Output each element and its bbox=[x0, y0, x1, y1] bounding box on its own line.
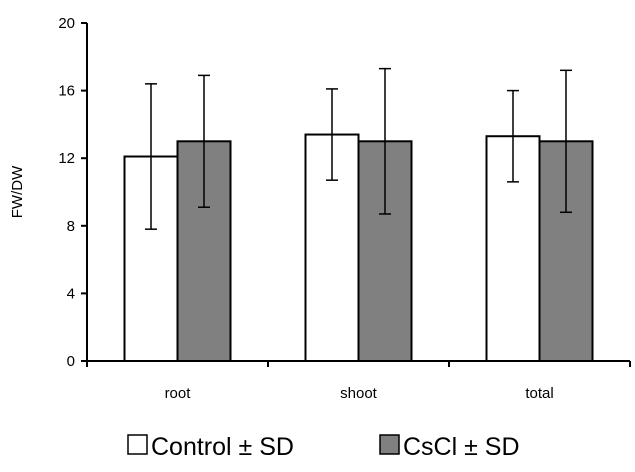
y-tick-label: 12 bbox=[58, 150, 75, 167]
y-tick-label: 4 bbox=[67, 285, 75, 302]
x-category-label: total bbox=[525, 385, 553, 402]
legend-label-1: CsCl ± SD bbox=[403, 433, 520, 461]
legend-swatch-1 bbox=[379, 434, 400, 455]
x-category-label: root bbox=[165, 385, 192, 402]
y-axis-title: FW/DW bbox=[9, 165, 26, 218]
y-tick-label: 16 bbox=[58, 83, 75, 100]
legend-swatch-0 bbox=[127, 434, 148, 455]
legend-label-0: Control ± SD bbox=[151, 433, 294, 461]
y-tick-label: 8 bbox=[67, 218, 75, 235]
x-category-label: shoot bbox=[340, 385, 378, 402]
plot-area: 0 4 8 12 16 20 root shoot total bbox=[58, 15, 631, 402]
y-tick-label: 0 bbox=[67, 353, 75, 370]
y-tick-label: 20 bbox=[58, 15, 75, 32]
legend: Control ± SD CsCl ± SD bbox=[127, 433, 520, 461]
